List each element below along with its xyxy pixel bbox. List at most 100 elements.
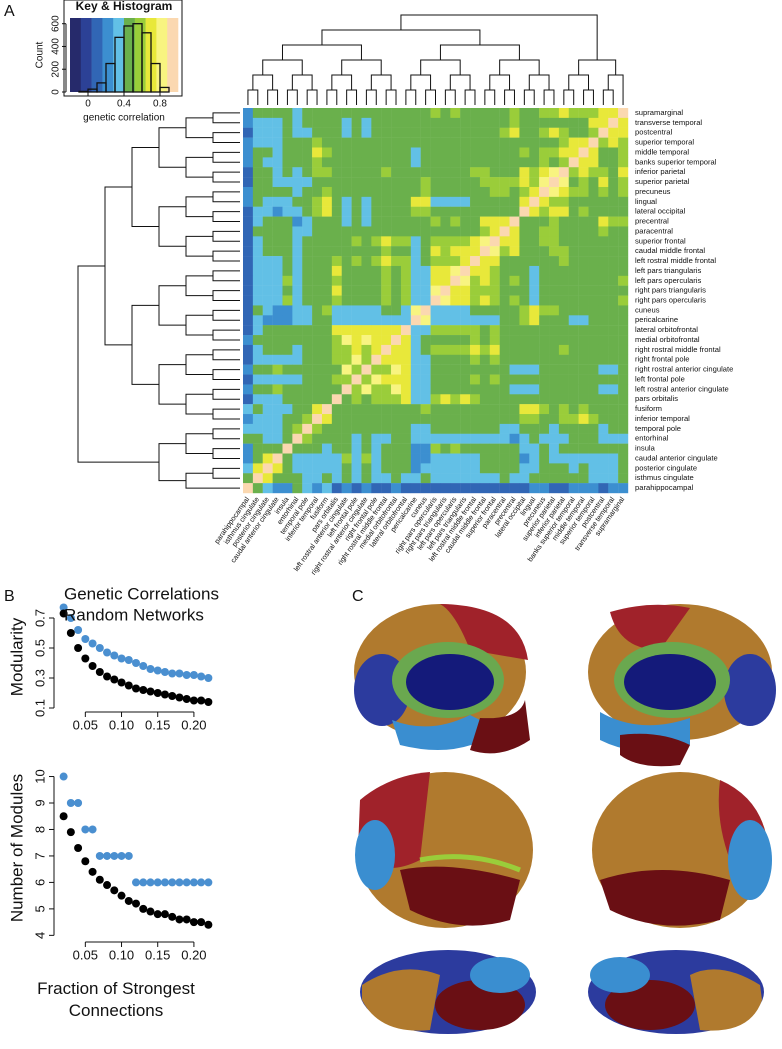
- heatmap-cell: [321, 265, 333, 277]
- heatmap-cell: [410, 226, 421, 237]
- dendrogram-branch: [410, 74, 432, 90]
- heatmap-cell: [361, 246, 372, 257]
- heatmap-cell: [489, 137, 500, 148]
- heatmap-cell: [549, 236, 560, 247]
- heatmap-cell: [302, 196, 313, 207]
- row-label: transverse temporal: [635, 118, 702, 127]
- heatmap-cell: [470, 206, 481, 217]
- heatmap-cell: [588, 394, 599, 405]
- heatmap-cell: [499, 443, 510, 454]
- heatmap-cell: [420, 186, 431, 198]
- heatmap-cell: [351, 414, 362, 425]
- heatmap-cell: [243, 265, 254, 277]
- heatmap-cell: [509, 335, 520, 346]
- heatmap-cell: [331, 473, 342, 484]
- heatmap-cell: [499, 108, 510, 119]
- heatmap-cell: [321, 453, 333, 464]
- heatmap-cell: [361, 196, 372, 207]
- heatmap-cell: [272, 246, 283, 257]
- heatmap-cell: [331, 127, 342, 138]
- heatmap-cell: [460, 483, 471, 494]
- heatmap-cell: [312, 137, 323, 148]
- heatmap-cell: [321, 364, 333, 375]
- data-point: [175, 669, 184, 678]
- heatmap-cell: [361, 127, 372, 138]
- heatmap-cell: [598, 325, 609, 336]
- heatmap-cell: [568, 394, 579, 405]
- heatmap-cell: [361, 473, 372, 484]
- heatmap-cell: [381, 256, 392, 267]
- heatmap-cell: [410, 196, 421, 207]
- heatmap-cell: [549, 206, 560, 217]
- heatmap-cell: [410, 384, 421, 395]
- heatmap-cell: [450, 295, 461, 306]
- row-label: paracentral: [635, 226, 673, 235]
- heatmap-cell: [400, 206, 412, 217]
- heatmap-cell: [470, 196, 481, 207]
- heatmap-cell: [420, 295, 431, 306]
- heatmap-cell: [489, 374, 500, 385]
- heatmap-cell: [529, 374, 540, 385]
- heatmap-cell: [440, 196, 451, 207]
- heatmap-cell: [371, 236, 382, 247]
- heatmap-cell: [272, 305, 283, 316]
- dendrogram-branch: [212, 211, 240, 223]
- data-point: [132, 878, 140, 887]
- heatmap-cell: [558, 226, 569, 237]
- heatmap-cell: [420, 374, 431, 385]
- heatmap-cell: [400, 216, 412, 227]
- heatmap-cell: [608, 275, 619, 286]
- heatmap-cell: [499, 463, 510, 474]
- heatmap-cell: [400, 344, 412, 355]
- heatmap-cell: [539, 315, 550, 326]
- heatmap-cell: [351, 443, 362, 454]
- heatmap-cell: [549, 285, 560, 296]
- heatmap-cell: [400, 275, 412, 286]
- heatmap-cell: [243, 433, 254, 444]
- heatmap-cell: [391, 177, 402, 188]
- heatmap-cell: [558, 167, 569, 178]
- heatmap-cell: [519, 315, 530, 326]
- heatmap-cell: [549, 364, 560, 375]
- dendrogram-branch: [158, 127, 186, 168]
- heatmap-cell: [400, 305, 412, 316]
- heatmap-cell: [312, 275, 323, 286]
- heatmap-cell: [440, 236, 451, 247]
- heatmap-cell: [470, 167, 481, 178]
- heatmap-cell: [331, 443, 342, 454]
- heatmap-cell: [460, 186, 471, 198]
- heatmap-cell: [608, 453, 619, 464]
- heatmap-cell: [272, 275, 283, 286]
- heatmap-cell: [351, 196, 362, 207]
- heatmap-cell: [302, 453, 313, 464]
- heatmap-cell: [292, 315, 303, 326]
- heatmap-cell: [450, 275, 461, 286]
- dendrogram-branch: [321, 29, 481, 45]
- dendrogram-branch: [439, 44, 520, 60]
- heatmap-cell: [371, 167, 382, 178]
- heatmap-cell: [618, 256, 629, 267]
- heatmap-cell: [588, 246, 599, 257]
- row-label: right rostral middle frontal: [635, 345, 721, 354]
- heatmap-cell: [391, 364, 402, 375]
- heatmap-cell: [400, 196, 412, 207]
- heatmap-cell: [460, 246, 471, 257]
- heatmap-cell: [371, 443, 382, 454]
- heatmap-cell: [568, 463, 579, 474]
- heatmap-cell: [361, 453, 372, 464]
- heatmap-cell: [262, 137, 273, 148]
- heatmap-cell: [410, 305, 421, 316]
- row-label: posterior cingulate: [635, 463, 697, 472]
- heatmap-cell: [588, 344, 599, 355]
- heatmap-cell: [302, 364, 313, 375]
- heatmap-cell: [489, 167, 500, 178]
- row-label: caudal anterior cingulate: [635, 453, 718, 462]
- heatmap-cell: [252, 384, 263, 395]
- heatmap-cell: [262, 265, 273, 277]
- heatmap-cell: [371, 335, 382, 346]
- y-tick-label: 0.3: [32, 669, 47, 687]
- heatmap-cell: [479, 414, 490, 425]
- heatmap-cell: [529, 157, 540, 168]
- heatmap-cell: [252, 354, 263, 365]
